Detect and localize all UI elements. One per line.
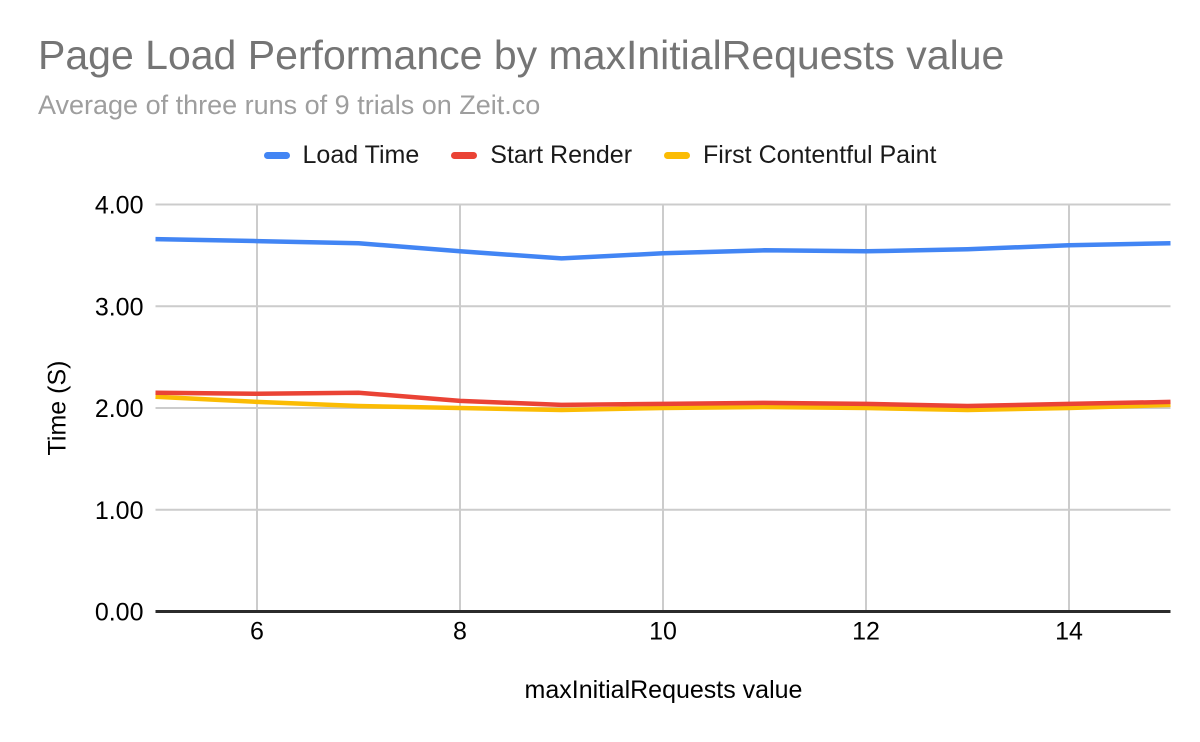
start-render-swatch-icon (451, 152, 478, 159)
legend: Load Time Start Render First Contentful … (0, 141, 1200, 170)
y-tick-label: 0.00 (95, 599, 144, 627)
legend-label-load-time: Load Time (302, 141, 420, 169)
first-contentful-paint-swatch-icon (664, 152, 691, 159)
x-axis-title: maxInitialRequests value (524, 676, 803, 704)
chart-subtitle: Average of three runs of 9 trials on Zei… (38, 90, 541, 120)
series-line-load-time (155, 236, 1171, 261)
y-tick-label: 4.00 (95, 192, 144, 220)
chart-title: Page Load Performance by maxInitialReque… (38, 32, 1005, 78)
legend-item-first-contentful-paint: First Contentful Paint (664, 141, 936, 170)
load-time-swatch-icon (263, 152, 290, 159)
series-line-first-contentful-paint (155, 394, 1171, 413)
x-tick-label: 8 (453, 618, 467, 646)
legend-label-first-contentful-paint: First Contentful Paint (703, 141, 937, 169)
y-axis-title: Time (S) (43, 360, 72, 456)
legend-label-start-render: Start Render (490, 141, 633, 169)
x-tick-label: 6 (250, 618, 264, 646)
legend-item-load-time: Load Time (263, 141, 420, 170)
y-tick-label: 2.00 (95, 395, 144, 423)
y-tick-label: 3.00 (95, 293, 144, 321)
y-tick-label: 1.00 (95, 497, 144, 525)
x-tick-label: 14 (1055, 618, 1083, 646)
series-line-start-render (155, 390, 1171, 409)
legend-item-start-render: Start Render (451, 141, 632, 170)
x-tick-label: 12 (852, 618, 880, 646)
x-tick-label: 10 (649, 618, 677, 646)
